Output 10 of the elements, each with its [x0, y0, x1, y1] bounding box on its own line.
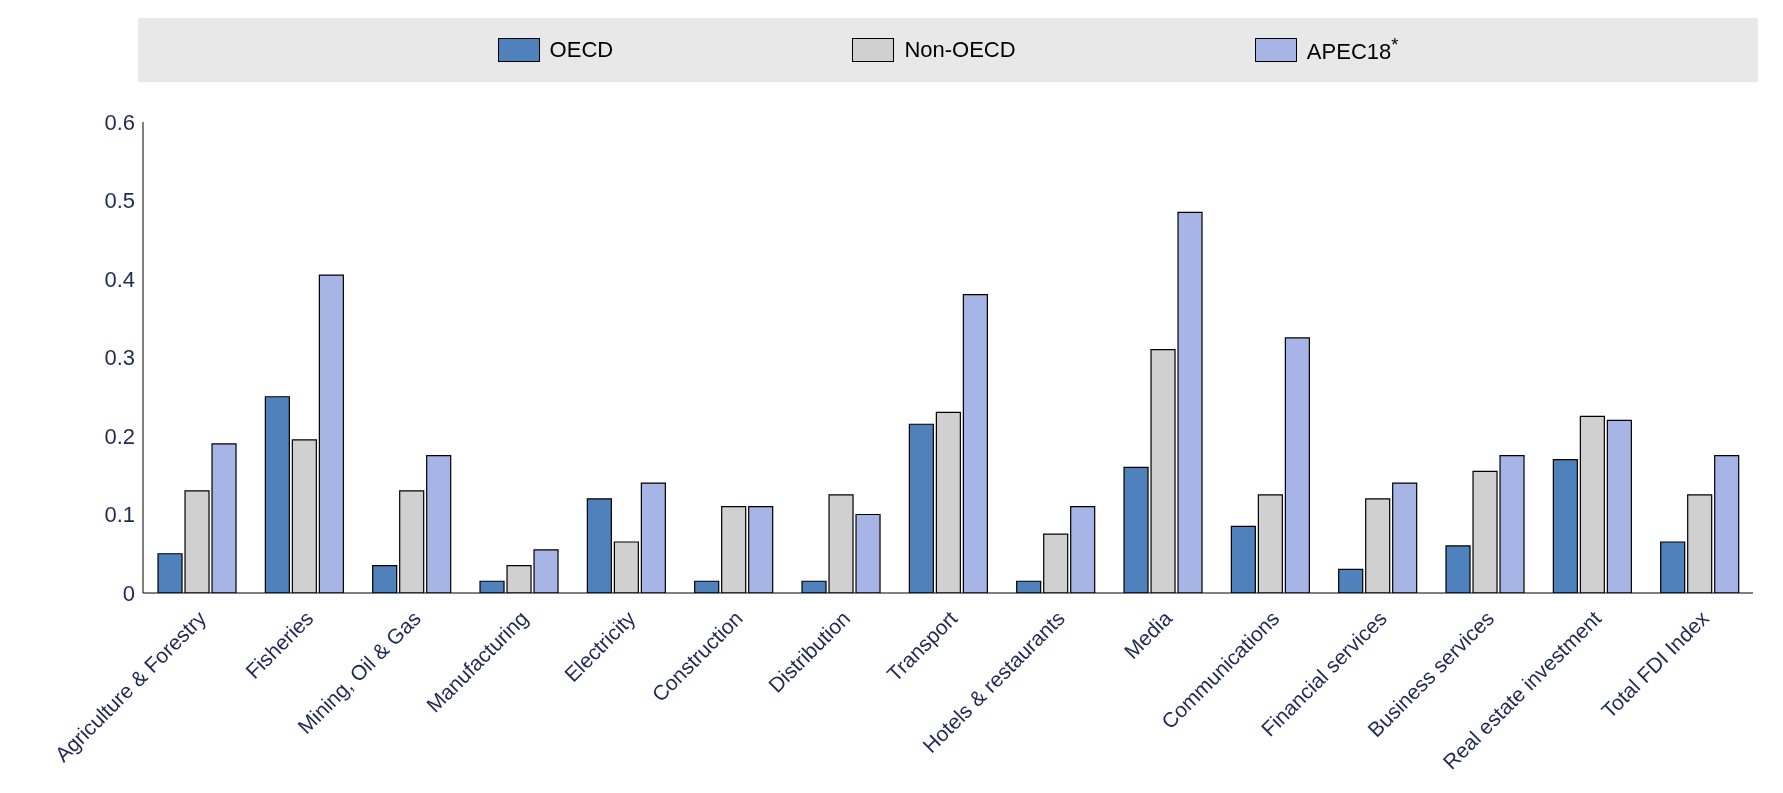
y-tick-label: 0.2 [104, 423, 135, 449]
legend-label: APEC18$^{*}$ [1306, 34, 1399, 66]
y-tick-label: 0 [122, 580, 135, 606]
y-tick-label: 0.6 [104, 109, 135, 135]
y-tick-label: 0.5 [104, 188, 135, 214]
legend-label: OECD [549, 37, 614, 63]
legend-label: Non-OECD [904, 37, 1016, 63]
y-tick-label: 0.1 [104, 502, 135, 528]
y-tick-label: 0.4 [104, 266, 135, 292]
y-tick-label: 0.3 [104, 345, 135, 371]
